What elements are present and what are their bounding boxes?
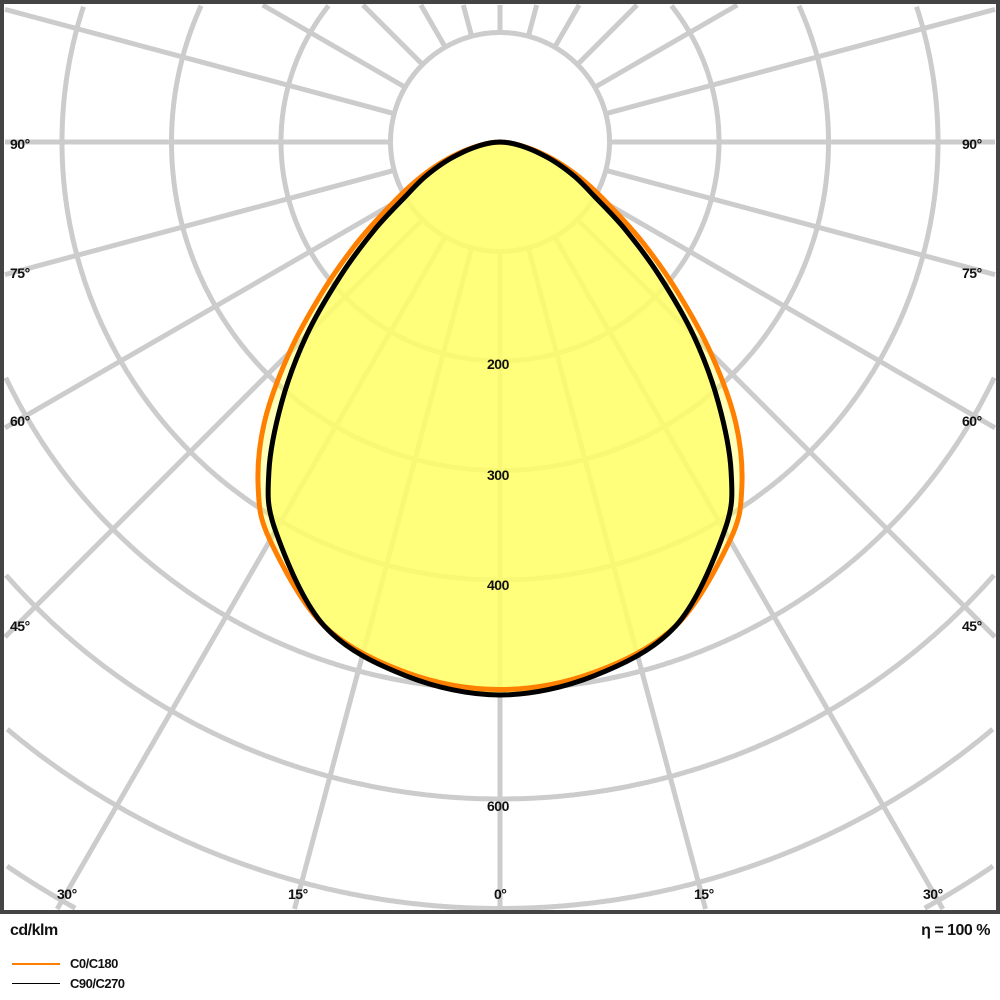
angle-label: 0° — [494, 886, 507, 902]
grid-spoke — [3, 194, 407, 430]
angle-label: 60° — [10, 413, 30, 429]
angle-label: 90° — [962, 136, 982, 152]
polar-plot — [0, 0, 1000, 914]
curve-c90-c270 — [265, 139, 735, 698]
grid-spoke — [361, 3, 425, 67]
frame — [0, 0, 1000, 914]
angle-label: 45° — [10, 618, 30, 634]
angle-label: 60° — [962, 413, 982, 429]
grid-spoke — [575, 3, 639, 67]
angle-label: 45° — [962, 618, 982, 634]
grid-spoke — [261, 2, 407, 90]
angle-label: 30° — [923, 886, 943, 902]
radial-tick-label: 300 — [487, 467, 509, 483]
efficiency-label: η = 100 % — [921, 922, 990, 939]
radial-tick-label: 200 — [487, 356, 509, 372]
grid — [3, 2, 997, 911]
fill-c90-c270 — [268, 142, 732, 695]
curve-c0-c180 — [255, 139, 745, 692]
curves — [255, 139, 745, 698]
grid-spoke — [552, 3, 582, 49]
grid-spoke — [593, 2, 739, 90]
angle-label: 75° — [962, 265, 982, 281]
unit-label: cd/klm — [10, 922, 58, 939]
radial-tick-label: 600 — [487, 798, 509, 814]
legend-label-c0: C0/C180 — [70, 956, 118, 971]
angle-label: 15° — [288, 886, 308, 902]
grid-spoke — [525, 4, 540, 37]
radial-tick-label: 400 — [487, 577, 509, 593]
grid-spoke — [593, 194, 997, 430]
grid-spoke — [460, 4, 475, 37]
angle-label: 90° — [10, 136, 30, 152]
angle-label: 75° — [10, 265, 30, 281]
curve-fills — [257, 142, 743, 695]
grid-spoke — [605, 6, 996, 117]
grid-spoke — [4, 6, 395, 117]
legend-swatch-c0 — [12, 963, 60, 965]
grid-spoke — [605, 167, 996, 278]
angle-label: 15° — [694, 886, 714, 902]
grid-spoke — [4, 167, 395, 278]
legend-label-c90: C90/C270 — [70, 976, 125, 991]
legend-swatch-c90 — [12, 983, 60, 984]
angle-label: 30° — [57, 886, 77, 902]
grid-spoke — [418, 3, 448, 49]
